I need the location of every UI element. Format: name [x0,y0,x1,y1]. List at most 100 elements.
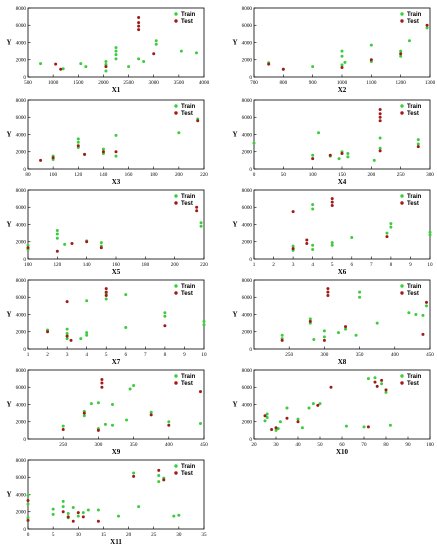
x-axis-label: X2 [338,86,347,94]
plot-frame [27,7,205,78]
test-point [291,247,295,251]
y-tick-label: 0 [23,437,26,443]
train-point [65,327,69,331]
train-point [110,423,114,427]
train-point [76,140,80,144]
train-point [76,514,80,518]
y-tick-label: 0 [23,167,26,173]
y-tick-label: 2000 [242,150,253,156]
legend-test-marker [400,111,404,115]
train-point [82,414,86,418]
train-point [372,158,376,162]
train-point [199,221,203,225]
train-point [132,384,136,388]
legend-train-label: Train [407,104,422,110]
x-tick-label: 1200 [395,80,406,86]
x-axis-label: X8 [338,358,347,366]
test-point [373,380,377,384]
x-tick-label: 60 [339,442,345,448]
y-tick-label: 4000 [16,402,27,408]
test-point [162,478,166,482]
train-point [330,241,334,245]
y-tick-label: 8000 [242,6,253,12]
train-point [291,244,295,248]
y-tick-label: 8000 [16,458,27,464]
train-point [114,53,118,57]
train-point [137,57,141,61]
train-point [154,39,158,43]
train-point [157,480,161,484]
test-point [104,65,108,69]
test-point [61,510,65,514]
train-point [424,304,428,308]
plot-frame [253,279,431,350]
test-point [26,246,30,250]
x-tick-label: 90 [405,442,411,448]
train-point [85,333,89,337]
train-point [389,225,393,229]
x-axis-label: X10 [336,448,349,456]
train-point [336,331,340,335]
train-point [346,151,350,155]
test-point [85,240,89,244]
test-point [375,384,379,388]
y-tick-label: 8000 [16,6,27,12]
train-point [96,508,100,512]
train-point [177,131,181,135]
test-point [369,58,373,62]
x-tick-label: 10 [76,532,82,538]
train-point [358,290,362,294]
test-point [137,28,141,32]
y-axis-label: Y [232,311,237,319]
y-tick-label: 2000 [16,420,27,426]
y-tick-label: 6000 [16,295,27,301]
y-tick-label: 0 [23,257,26,263]
legend-test-label: Test [407,111,419,117]
legend-test-marker [174,291,178,295]
x-tick-label: 220 [200,262,208,268]
x-tick-label: 2500 [123,80,134,86]
y-tick-label: 4000 [242,40,253,46]
train-point [103,422,107,426]
train-point [96,401,100,405]
test-point [385,235,389,239]
test-point [280,338,284,342]
x-tick-label: 450 [426,352,434,358]
test-point [104,287,108,291]
legend-test-marker [400,201,404,205]
x-axis-label: X7 [112,358,121,366]
panel-9: 250 300 350 400 450 0 2000 4000 6000 8000 X9 Y Train… [6,368,208,456]
y-tick-label: 6000 [242,23,253,29]
train-point [362,425,366,429]
train-point [114,57,118,61]
train-point [51,507,55,511]
y-tick-label: 2000 [16,240,27,246]
legend-test-label: Test [181,19,193,25]
x-tick-label: 100 [426,442,434,448]
y-tick-label: 6000 [242,295,253,301]
legend-train-label: Train [407,284,422,290]
train-point [51,512,55,516]
x-tick-label: 2 [46,352,49,358]
train-point [263,419,267,423]
test-point [421,332,425,336]
y-axis-label: Y [232,221,237,229]
train-point [340,49,344,53]
x-tick-label: 100 [309,172,317,178]
train-point [389,222,393,226]
legend-train-label: Train [407,374,422,380]
legend-test-marker [400,381,404,385]
y-tick-label: 4000 [242,222,253,228]
x-tick-label: 200 [175,172,183,178]
x-tick-label: 140 [83,262,91,268]
train-point [125,418,129,422]
train-point [198,421,202,425]
x-tick-label: 7 [144,352,147,358]
test-point [99,246,103,250]
train-point [388,423,392,427]
y-tick-label: 0 [23,347,26,353]
legend-test-label: Test [181,381,193,387]
x-tick-label: 50 [317,442,323,448]
train-point [101,147,105,151]
